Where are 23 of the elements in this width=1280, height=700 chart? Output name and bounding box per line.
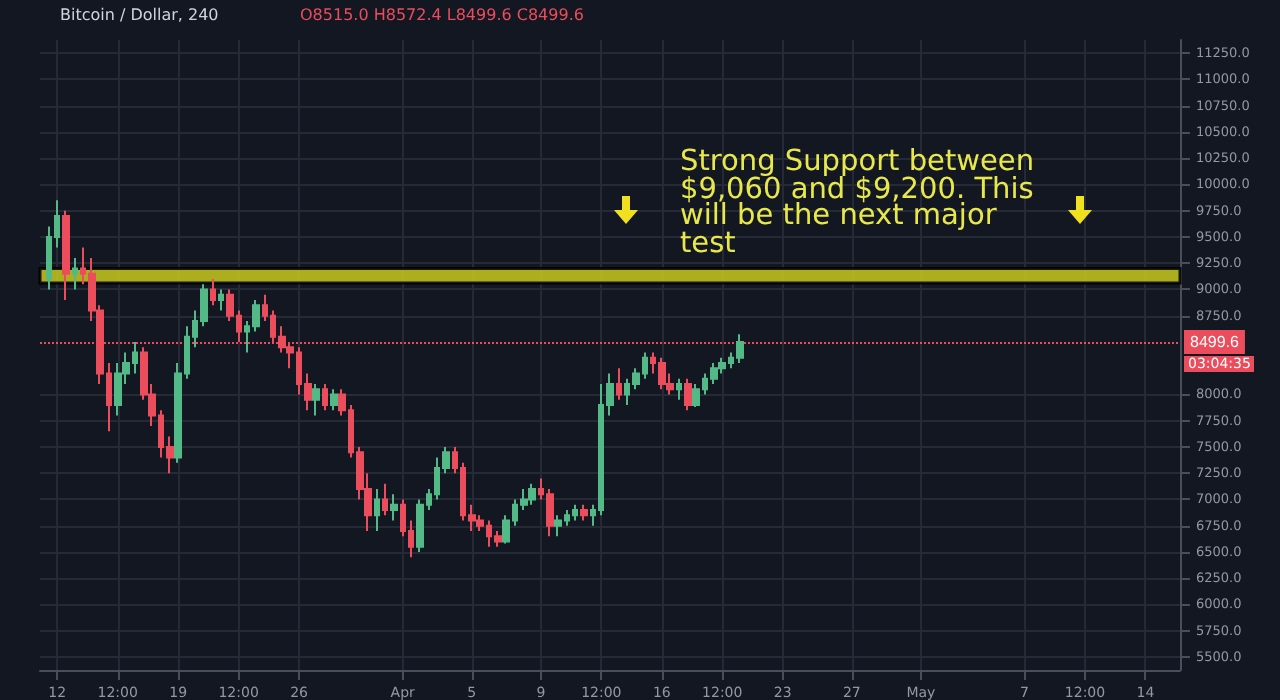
candlestick (554, 514, 562, 538)
candlestick (572, 503, 578, 522)
candlestick (62, 209, 70, 301)
candlestick (210, 277, 216, 307)
candlestick (390, 493, 398, 522)
candlestick (684, 377, 692, 412)
candlestick (330, 388, 338, 412)
candlestick (218, 288, 224, 312)
candlestick (382, 482, 388, 517)
candlestick (736, 333, 744, 364)
candlestick (580, 503, 588, 522)
text: O8515.0 H8572.4 L8499.6 C8499.6 (300, 6, 584, 24)
candlestick (312, 382, 320, 417)
candlestick (676, 377, 682, 401)
annotation: Strong Support between $9,060 and $9,200. This will be the next major test (680, 146, 1037, 259)
candlestick (72, 256, 78, 291)
candlestick (374, 487, 380, 532)
ref-line-label: 8499.6 (1190, 332, 1241, 351)
chart-title: Bitcoin / Dollar, 240 (60, 6, 219, 24)
candlestick (528, 482, 536, 506)
candlestick (616, 367, 622, 401)
candlestick (322, 382, 328, 412)
candlestick (658, 356, 666, 391)
